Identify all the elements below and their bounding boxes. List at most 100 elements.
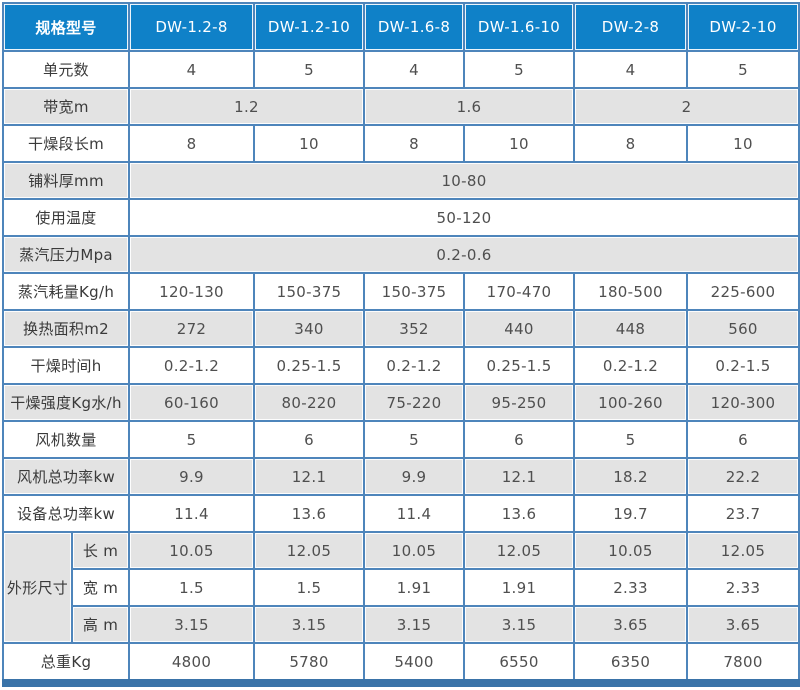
spec-row-dimension-length: 外形尺寸 长 m 10.05 12.05 10.05 12.05 10.05 1… [2, 531, 800, 644]
spec-value: 4800 [128, 642, 256, 684]
spec-value: 0.25-1.5 [463, 346, 576, 385]
row-sublabel: 宽 m [70, 568, 131, 607]
spec-row-material-thickness: 铺料厚mm 10-80 [1, 161, 800, 200]
row-label: 总重Kg [1, 642, 131, 684]
spec-value: 352 [363, 309, 466, 348]
spec-value: 120-300 [686, 383, 800, 422]
header-row: 规格型号 DW-1.2-8 DW-1.2-10 DW-1.6-8 DW-1.6-… [1, 2, 800, 52]
row-label: 干燥段长m [1, 124, 131, 163]
row-label: 蒸汽耗量Kg/h [1, 272, 131, 311]
spec-value: 0.2-1.2 [573, 346, 689, 385]
row-label: 干燥强度Kg水/h [1, 383, 131, 422]
spec-value: 2.33 [573, 568, 689, 607]
spec-value: 1.91 [363, 568, 466, 607]
spec-value: 12.05 [253, 531, 366, 570]
spec-row-fan-total-power: 风机总功率kw 9.9 12.1 9.9 12.1 18.2 22.2 [1, 457, 800, 496]
spec-row-heat-exchange-area: 换热面积m2 272 340 352 440 448 560 [1, 309, 800, 348]
spec-value: 150-375 [363, 272, 466, 311]
header-model: DW-2-10 [686, 2, 800, 52]
spec-value: 340 [253, 309, 366, 348]
spec-value: 18.2 [573, 457, 689, 496]
spec-value: 10.05 [128, 531, 256, 570]
spec-row-dimension-width: 宽 m 1.5 1.5 1.91 1.91 2.33 2.33 [3, 568, 800, 607]
spec-row-belt-width: 带宽m 1.2 1.6 2 [1, 87, 800, 126]
spec-value: 75-220 [363, 383, 466, 422]
spec-value: 5 [463, 50, 576, 89]
spec-value: 9.9 [128, 457, 256, 496]
row-sublabel: 长 m [70, 531, 131, 570]
spec-value: 19.7 [573, 494, 689, 533]
row-label: 设备总功率kw [1, 494, 131, 533]
spec-value: 10.05 [363, 531, 466, 570]
spec-value: 6550 [463, 642, 576, 684]
spec-value: 8 [573, 124, 689, 163]
spec-value: 5400 [363, 642, 466, 684]
row-label: 带宽m [1, 87, 131, 126]
spec-value: 6 [463, 420, 576, 459]
spec-value: 12.05 [686, 531, 800, 570]
row-label: 蒸汽压力Mpa [1, 235, 131, 274]
spec-value: 1.6 [363, 87, 576, 126]
spec-value: 0.2-0.6 [128, 235, 800, 274]
spec-row-drying-intensity: 干燥强度Kg水/h 60-160 80-220 75-220 95-250 10… [1, 383, 800, 422]
spec-row-total-weight: 总重Kg 4800 5780 5400 6550 6350 7800 [1, 642, 800, 684]
spec-row-drying-time: 干燥时间h 0.2-1.2 0.25-1.5 0.2-1.2 0.25-1.5 … [1, 346, 800, 385]
spec-value: 13.6 [253, 494, 366, 533]
spec-row-dry-section-length: 干燥段长m 8 10 8 10 8 10 [1, 124, 800, 163]
spec-value: 1.5 [128, 568, 256, 607]
dimensions-group-label: 外形尺寸 [2, 531, 73, 644]
spec-value: 3.65 [573, 605, 689, 644]
spec-value: 272 [128, 309, 256, 348]
spec-value: 5780 [253, 642, 366, 684]
spec-value: 0.2-1.2 [363, 346, 466, 385]
spec-value: 5 [128, 420, 256, 459]
spec-value: 5 [253, 50, 366, 89]
spec-value: 5 [363, 420, 466, 459]
spec-row-operating-temperature: 使用温度 50-120 [1, 198, 800, 237]
spec-value: 3.15 [363, 605, 466, 644]
row-label: 使用温度 [1, 198, 131, 237]
spec-value: 6350 [573, 642, 689, 684]
spec-value: 180-500 [573, 272, 689, 311]
row-label: 风机数量 [1, 420, 131, 459]
spec-value: 4 [128, 50, 256, 89]
spec-value: 4 [363, 50, 466, 89]
header-model: DW-1.6-8 [363, 2, 466, 52]
spec-value: 5 [686, 50, 800, 89]
spec-value: 80-220 [253, 383, 366, 422]
spec-value: 4 [573, 50, 689, 89]
header-corner-label: 规格型号 [1, 2, 131, 52]
spec-value: 170-470 [463, 272, 576, 311]
spec-value: 100-260 [573, 383, 689, 422]
spec-row-units: 单元数 4 5 4 5 4 5 [1, 50, 800, 89]
spec-row-steam-consumption: 蒸汽耗量Kg/h 120-130 150-375 150-375 170-470… [1, 272, 800, 311]
spec-value: 95-250 [463, 383, 576, 422]
spec-value: 1.5 [253, 568, 366, 607]
spec-value: 10-80 [128, 161, 800, 200]
spec-row-steam-pressure: 蒸汽压力Mpa 0.2-0.6 [1, 235, 800, 274]
header-model: DW-1.2-8 [128, 2, 256, 52]
row-sublabel: 高 m [70, 605, 131, 644]
row-label: 干燥时间h [1, 346, 131, 385]
spec-value: 0.2-1.5 [686, 346, 800, 385]
spec-value: 3.15 [128, 605, 256, 644]
spec-value: 8 [363, 124, 466, 163]
spec-value: 10 [463, 124, 576, 163]
header-model: DW-1.6-10 [463, 2, 576, 52]
spec-value: 440 [463, 309, 576, 348]
spec-value: 3.65 [686, 605, 800, 644]
spec-value: 1.91 [463, 568, 576, 607]
spec-value: 225-600 [686, 272, 800, 311]
row-label: 单元数 [1, 50, 131, 89]
spec-value: 8 [128, 124, 256, 163]
spec-value: 0.25-1.5 [253, 346, 366, 385]
spec-value: 448 [573, 309, 689, 348]
spec-value: 0.2-1.2 [128, 346, 256, 385]
spec-value: 6 [253, 420, 366, 459]
spec-value: 23.7 [686, 494, 800, 533]
spec-value: 150-375 [253, 272, 366, 311]
spec-row-dimension-height: 高 m 3.15 3.15 3.15 3.15 3.65 3.65 [3, 605, 800, 644]
spec-value: 3.15 [463, 605, 576, 644]
